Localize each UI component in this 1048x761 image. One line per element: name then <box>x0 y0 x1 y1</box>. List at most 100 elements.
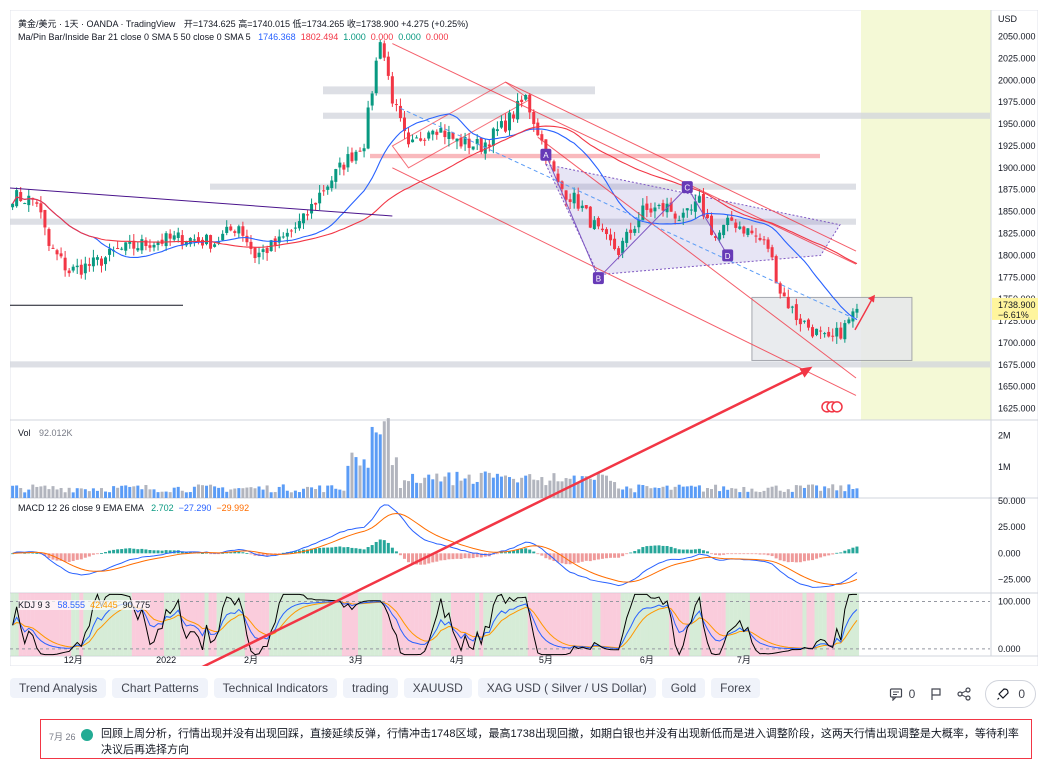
candle-up <box>152 244 156 248</box>
macd-histogram-bar <box>528 549 532 554</box>
candle-down <box>705 214 709 219</box>
tag-item[interactable]: Trend Analysis <box>10 678 107 698</box>
share-button[interactable] <box>957 687 971 701</box>
indicator-legend[interactable]: Ma/Pin Bar/Inside Bar 21 close 0 SMA 5 5… <box>18 32 448 42</box>
price-tick-label: 1875.000 <box>998 185 1036 195</box>
volume-bar-up <box>495 473 499 498</box>
candle-down <box>47 229 51 246</box>
macd-histogram-bar <box>750 553 754 555</box>
volume-legend[interactable]: Vol 92.012K <box>18 428 73 438</box>
candle-down <box>479 137 483 152</box>
kdj-background-bar <box>693 593 698 656</box>
candle-up <box>572 192 576 204</box>
tag-item[interactable]: XAG USD ( Silver / US Dollar) <box>477 678 656 698</box>
volume-bar-down <box>742 486 746 498</box>
kdj-background-bar <box>30 593 35 656</box>
macd-histogram-bar <box>188 551 192 554</box>
volume-bar-up <box>851 489 855 498</box>
candle-up <box>524 94 528 100</box>
kdj-background-bar <box>172 593 177 656</box>
kdj-background-bar <box>176 593 181 656</box>
volume-bar-down <box>382 421 386 498</box>
candle-up <box>689 209 693 211</box>
tag-item[interactable]: trading <box>343 678 398 698</box>
macd-histogram-bar <box>823 553 827 557</box>
candle-down <box>811 327 815 337</box>
macd-value-2: −29.992 <box>216 503 250 513</box>
kdj-background-bar <box>34 593 39 656</box>
kdj-background-bar <box>762 593 767 656</box>
report-button[interactable] <box>929 687 943 701</box>
kdj-background-bar <box>786 593 791 656</box>
kdj-background-bar <box>475 593 480 656</box>
candle-up <box>172 235 176 240</box>
tag-item[interactable]: Forex <box>711 678 760 698</box>
kdj-background-bar <box>406 593 411 656</box>
macd-histogram-bar <box>806 553 810 561</box>
macd-histogram-bar <box>568 553 572 565</box>
pattern-point-marker <box>540 148 552 161</box>
candle-down <box>67 270 71 274</box>
kdj-background-bar <box>753 593 759 656</box>
candle-down <box>629 229 633 233</box>
macd-histogram-bar <box>540 553 544 556</box>
candle-down <box>132 240 136 249</box>
boost-button[interactable]: 0 <box>985 680 1036 708</box>
volume-bar-up <box>104 491 108 498</box>
candle-up <box>128 241 132 244</box>
macd-histogram-bar <box>855 546 859 554</box>
kdj-background-bar <box>366 593 371 656</box>
kdj-background-bar <box>103 593 108 656</box>
volume-value: 92.012K <box>39 428 73 438</box>
volume-bar-up <box>164 491 168 498</box>
kdj-value-2: 90.775 <box>122 600 151 610</box>
macd-histogram-bar <box>213 553 217 555</box>
volume-bar-down <box>552 473 556 498</box>
macd-histogram-bar <box>508 550 512 554</box>
candle-up <box>439 128 443 133</box>
kdj-background-bar <box>640 593 645 656</box>
macd-histogram-bar <box>467 553 471 559</box>
macd-histogram-bar <box>794 553 798 563</box>
volume-bar-up <box>23 492 27 498</box>
macd-histogram-bar <box>835 552 839 554</box>
macd-histogram-bar <box>237 551 241 554</box>
volume-bar-up <box>205 485 209 498</box>
macd-histogram-bar <box>532 551 536 554</box>
tag-item[interactable]: XAUUSD <box>403 678 472 698</box>
kdj-background-bar <box>596 593 601 656</box>
comments-button[interactable]: 0 <box>889 687 915 701</box>
tag-item[interactable]: Gold <box>661 678 706 698</box>
kdj-background-bar <box>293 593 298 656</box>
macd-histogram-bar <box>293 551 297 554</box>
macd-histogram-bar <box>495 553 499 555</box>
volume-bar-down <box>398 487 402 498</box>
macd-legend[interactable]: MACD 12 26 close 9 EMA EMA 2.702 −27.290−… <box>18 503 249 513</box>
macd-histogram-bar <box>281 552 285 554</box>
candle-down <box>827 331 831 337</box>
macd-histogram-bar <box>382 540 386 554</box>
price-chart[interactable]: A B C D USD 2050.000 2025.000 2000.000 1975.000… <box>10 10 1038 666</box>
currency-label: USD <box>998 14 1018 24</box>
update-date: 7月 26 <box>49 732 76 742</box>
kdj-background-bar <box>741 593 746 656</box>
indicator-value-0: 1746.368 <box>258 32 296 42</box>
last-price-badge <box>992 297 1038 320</box>
candle-up <box>499 121 503 128</box>
kdj-legend[interactable]: KDJ 9 3 58.555 42.445 90.775 <box>18 600 151 610</box>
volume-bar-up <box>338 489 342 498</box>
chart-container[interactable]: A B C D USD 2050.000 2025.000 2000.000 1975.000… <box>10 10 1038 666</box>
tag-item[interactable]: Technical Indicators <box>213 678 338 698</box>
volume-bar-down <box>487 472 491 498</box>
kdj-background-bar <box>850 593 856 656</box>
volume-bar-up <box>297 492 301 498</box>
macd-histogram-bar <box>677 549 681 554</box>
tag-item[interactable]: Chart Patterns <box>112 678 208 698</box>
candle-up <box>374 60 378 94</box>
candle-down <box>233 231 237 233</box>
macd-histogram-bar <box>370 545 374 554</box>
volume-bar-up <box>237 488 241 498</box>
macd-histogram-bar <box>705 551 709 554</box>
abcd-path <box>545 154 729 280</box>
candle-up <box>297 221 301 229</box>
